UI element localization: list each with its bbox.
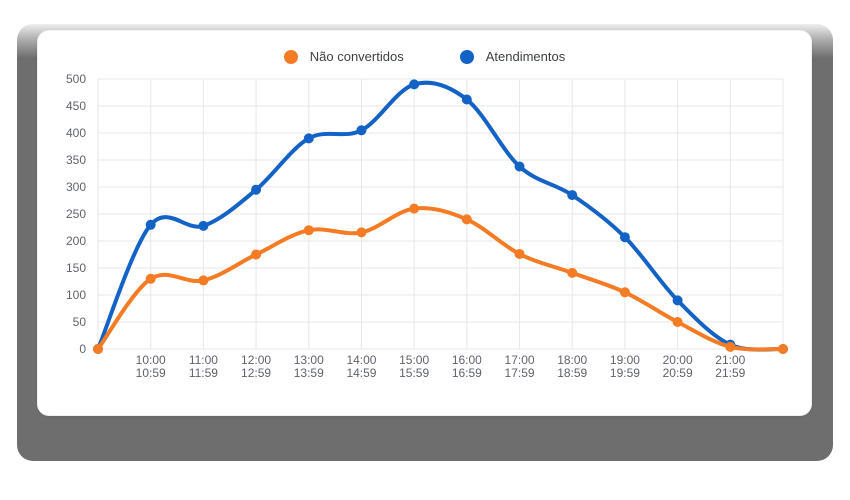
legend-label: Não convertidos (309, 49, 404, 64)
series-line-atendimentos (96, 80, 785, 352)
legend-item-nao-convertidos[interactable]: Não convertidos (283, 49, 404, 64)
y-tick-label: 450 (66, 99, 86, 113)
x-tick-label: 10:00 10:59 (136, 353, 166, 380)
y-tick-label: 150 (66, 261, 86, 275)
data-point (251, 249, 262, 260)
data-point (303, 225, 314, 236)
y-tick-label: 250 (66, 207, 86, 221)
y-tick-label: 0 (79, 342, 86, 356)
x-tick-label: 14:00 14:59 (346, 353, 376, 380)
x-tick-label: 17:00 17:59 (505, 353, 535, 380)
legend-dot-blue-icon (459, 49, 474, 64)
y-tick-label: 200 (66, 234, 86, 248)
y-tick-label: 400 (66, 126, 86, 140)
data-point (778, 344, 788, 354)
data-point (567, 190, 578, 201)
y-tick-label: 350 (66, 153, 86, 167)
data-point (619, 232, 630, 243)
x-tick-label: 18:00 18:59 (557, 353, 587, 380)
data-point (461, 214, 472, 225)
chart-legend: Não convertidos Atendimentos (38, 49, 811, 64)
data-point (356, 125, 367, 136)
data-point (198, 220, 209, 231)
data-point (356, 227, 367, 238)
x-tick-label: 21:00 21:59 (715, 353, 745, 380)
x-tick-label: 19:00 19:59 (610, 353, 640, 380)
data-point (567, 267, 578, 278)
x-tick-label: 11:00 11:59 (189, 353, 218, 380)
data-point (145, 273, 156, 284)
data-point (303, 133, 314, 144)
x-tick-label: 12:00 12:59 (241, 353, 271, 380)
y-tick-label: 50 (73, 315, 87, 329)
y-tick-label: 300 (66, 180, 86, 194)
y-tick-label: 500 (66, 72, 86, 86)
data-point (461, 94, 472, 105)
chart-card: Não convertidos Atendimentos 0 50 100 150 20… (37, 30, 812, 416)
legend-dot-orange-icon (283, 49, 298, 64)
y-tick-label: 100 (66, 288, 86, 302)
data-point (672, 317, 683, 327)
data-point (672, 295, 683, 306)
x-tick-label: 15:00 15:59 (399, 353, 429, 380)
data-point (251, 184, 262, 195)
legend-label: Atendimentos (485, 49, 566, 64)
data-point (514, 248, 525, 259)
legend-item-atendimentos[interactable]: Atendimentos (459, 49, 566, 64)
data-point (409, 203, 420, 214)
x-tick-label: 20:00 20:59 (663, 353, 693, 380)
data-point (619, 287, 630, 298)
data-point (93, 344, 103, 354)
data-point (198, 275, 209, 286)
data-point (725, 341, 736, 352)
data-point (514, 161, 525, 172)
x-tick-label: 13:00 13:59 (294, 353, 324, 380)
x-tick-label: 16:00 16:59 (452, 353, 482, 380)
data-point (409, 79, 420, 90)
data-point (145, 219, 156, 230)
line-chart: 0 50 100 150 200 250 300 350 400 450 500 10:00 10:59… (66, 72, 788, 380)
